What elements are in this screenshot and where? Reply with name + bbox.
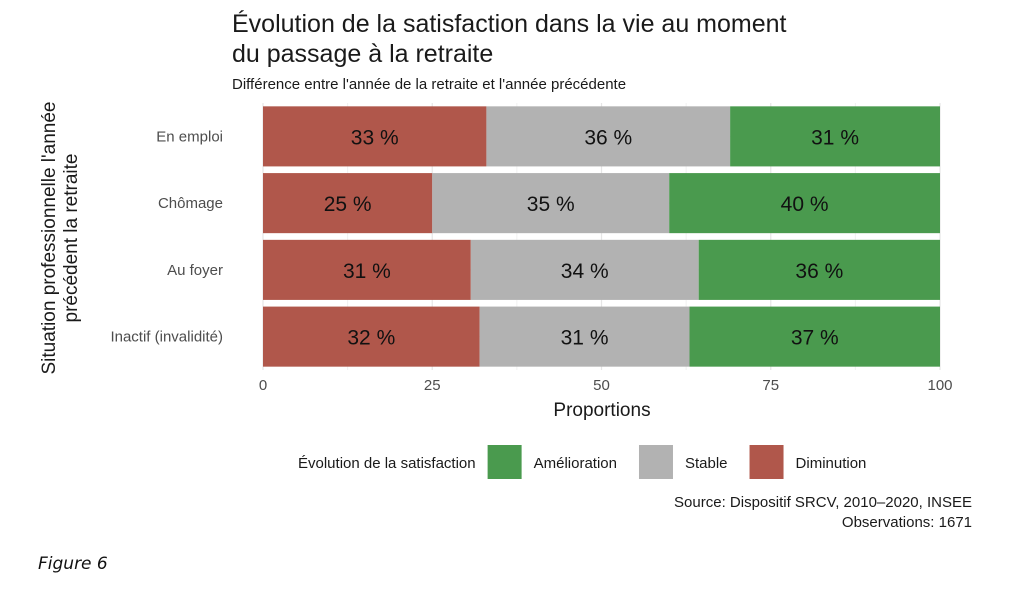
data-label: 32 % xyxy=(347,327,395,350)
bar-segment xyxy=(486,106,731,167)
figure-label: Figure 6 xyxy=(38,554,108,574)
data-label: 36 % xyxy=(795,260,843,283)
legend-title: Évolution de la satisfaction xyxy=(298,455,476,472)
legend-key xyxy=(638,445,673,479)
x-tick-label: 25 xyxy=(424,377,441,394)
legend-key xyxy=(487,445,522,479)
data-label: 33 % xyxy=(351,126,399,149)
chart-subtitle: Différence entre l'année de la retraite … xyxy=(232,76,626,93)
legend-key xyxy=(749,445,784,479)
data-label: 36 % xyxy=(584,126,632,149)
data-label: 31 % xyxy=(343,260,391,283)
caption-observations: Observations: 1671 xyxy=(842,514,972,531)
data-label: 31 % xyxy=(811,126,859,149)
bar-segment xyxy=(470,239,699,300)
chart: Évolution de la satisfaction dans la vie… xyxy=(39,9,972,531)
bar-segment xyxy=(669,173,940,234)
bar-segment xyxy=(698,239,940,300)
bar-segment xyxy=(432,173,670,234)
data-label: 25 % xyxy=(324,193,372,216)
chart-title-line-1: Évolution de la satisfaction dans la vie… xyxy=(232,9,787,38)
bar-segment xyxy=(479,306,690,367)
bar-segment xyxy=(689,306,940,367)
x-axis-title: Proportions xyxy=(553,400,650,421)
data-label: 31 % xyxy=(561,327,609,350)
category-label: En emploi xyxy=(156,128,223,145)
data-label: 35 % xyxy=(527,193,575,216)
category-label: Au foyer xyxy=(167,262,223,279)
x-tick-label: 50 xyxy=(593,377,610,394)
caption-source: Source: Dispositif SRCV, 2010–2020, INSE… xyxy=(674,494,972,511)
data-label: 34 % xyxy=(561,260,609,283)
bar-segment xyxy=(263,239,471,300)
bar-segment xyxy=(263,306,480,367)
legend-label: Stable xyxy=(685,455,728,472)
category-label: Chômage xyxy=(158,195,223,212)
x-tick-label: 0 xyxy=(259,377,267,394)
bar-segment xyxy=(263,106,487,167)
category-label: Inactif (invalidité) xyxy=(110,329,223,346)
data-label: 40 % xyxy=(781,193,829,216)
bar-segment xyxy=(730,106,940,167)
y-axis-title-line-1: Situation professionnelle l'année xyxy=(39,102,60,375)
legend: Évolution de la satisfaction Amélioratio… xyxy=(298,445,866,479)
legend-label: Amélioration xyxy=(534,455,617,472)
chart-title-line-2: du passage à la retraite xyxy=(232,40,493,68)
bar-segment xyxy=(263,173,433,234)
legend-label: Diminution xyxy=(796,455,867,472)
data-label: 37 % xyxy=(791,327,839,350)
y-axis-title-line-2: précédent la retraite xyxy=(61,154,82,323)
x-tick-label: 75 xyxy=(762,377,779,394)
x-tick-label: 100 xyxy=(927,377,952,394)
